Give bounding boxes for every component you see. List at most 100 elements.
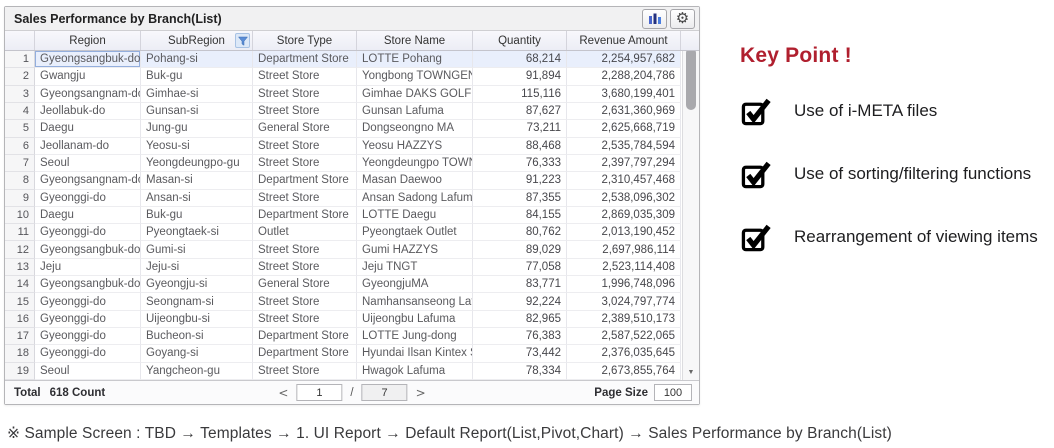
chart-view-button[interactable] bbox=[642, 8, 667, 29]
cell-subregion[interactable]: Bucheon-si bbox=[141, 328, 253, 346]
current-page-input[interactable] bbox=[296, 384, 343, 401]
cell-store_type[interactable]: Street Store bbox=[253, 293, 357, 311]
cell-region[interactable]: Gyeonggi-do bbox=[35, 345, 141, 363]
cell-quantity[interactable]: 87,355 bbox=[473, 189, 567, 207]
table-row[interactable]: 6 Jeollanam-do Yeosu-si Street Store Yeosu H… bbox=[5, 137, 682, 155]
cell-quantity[interactable]: 115,116 bbox=[473, 85, 567, 103]
cell-subregion[interactable]: Goyang-si bbox=[141, 345, 253, 363]
cell-revenue[interactable]: 1,996,748,096 bbox=[567, 276, 681, 294]
scrollbar-thumb[interactable] bbox=[686, 51, 696, 110]
cell-subregion[interactable]: Seongnam-si bbox=[141, 293, 253, 311]
table-row[interactable]: 13 Jeju Jeju-si Street Store Jeju TNGT 77,058… bbox=[5, 258, 682, 277]
cell-store_type[interactable]: Department Store bbox=[253, 206, 357, 225]
cell-revenue[interactable]: 2,397,797,294 bbox=[567, 154, 681, 173]
cell-region[interactable]: Gyeongsangbuk-do bbox=[35, 241, 141, 259]
cell-store_name[interactable]: GyeongjuMA bbox=[357, 276, 473, 294]
cell-region[interactable]: Gyeonggi-do bbox=[35, 224, 141, 242]
cell-revenue[interactable]: 3,680,199,401 bbox=[567, 85, 681, 103]
cell-store_name[interactable]: Namhansanseong Lafu... bbox=[357, 293, 473, 311]
cell-subregion[interactable]: Ansan-si bbox=[141, 189, 253, 207]
cell-store_name[interactable]: Pyeongtaek Outlet bbox=[357, 224, 473, 242]
table-row[interactable]: 9 Gyeonggi-do Ansan-si Street Store Ansan Sa… bbox=[5, 189, 682, 207]
cell-store_name[interactable]: LOTTE Pohang bbox=[357, 51, 473, 69]
cell-quantity[interactable]: 91,894 bbox=[473, 68, 567, 86]
cell-subregion[interactable]: Yeosu-si bbox=[141, 137, 253, 155]
cell-store_name[interactable]: Yeongdeungpo TOWN... bbox=[357, 154, 473, 173]
cell-store_type[interactable]: Street Store bbox=[253, 85, 357, 103]
table-row[interactable]: 10 Daegu Buk-gu Department Store LOTTE Daegu… bbox=[5, 206, 682, 225]
table-row[interactable]: 5 Daegu Jung-gu General Store Dongseongno MA… bbox=[5, 120, 682, 138]
header-revenue[interactable]: Revenue Amount bbox=[567, 31, 681, 50]
cell-region[interactable]: Daegu bbox=[35, 206, 141, 225]
cell-store_type[interactable]: Street Store bbox=[253, 102, 357, 121]
cell-revenue[interactable]: 2,288,204,786 bbox=[567, 68, 681, 86]
filter-button[interactable] bbox=[235, 33, 250, 48]
cell-store_type[interactable]: Street Store bbox=[253, 189, 357, 207]
cell-store_type[interactable]: Outlet bbox=[253, 224, 357, 242]
cell-quantity[interactable]: 73,211 bbox=[473, 120, 567, 138]
cell-quantity[interactable]: 73,442 bbox=[473, 345, 567, 363]
cell-store_type[interactable]: Department Store bbox=[253, 328, 357, 346]
cell-store_name[interactable]: Hyundai Ilsan Kintex St... bbox=[357, 345, 473, 363]
cell-store_name[interactable]: LOTTE Jung-dong bbox=[357, 328, 473, 346]
cell-revenue[interactable]: 2,310,457,468 bbox=[567, 172, 681, 190]
cell-store_type[interactable]: Street Store bbox=[253, 258, 357, 277]
cell-quantity[interactable]: 87,627 bbox=[473, 102, 567, 121]
cell-region[interactable]: Gyeongsangbuk-do bbox=[35, 276, 141, 294]
next-page-button[interactable]: > bbox=[415, 385, 426, 400]
table-row[interactable]: 8 Gyeongsangnam-do Masan-si Department Stor… bbox=[5, 172, 682, 190]
cell-revenue[interactable]: 2,625,668,719 bbox=[567, 120, 681, 138]
cell-region[interactable]: Gyeongsangnam-do bbox=[35, 172, 141, 190]
cell-store_name[interactable]: LOTTE Daegu bbox=[357, 206, 473, 225]
scroll-down-icon[interactable]: ▼ bbox=[687, 368, 695, 376]
cell-quantity[interactable]: 78,334 bbox=[473, 362, 567, 380]
cell-region[interactable]: Jeollabuk-do bbox=[35, 102, 141, 121]
table-row[interactable]: 19 Seoul Yangcheon-gu Street Store Hwagok La… bbox=[5, 362, 682, 380]
cell-store_type[interactable]: Street Store bbox=[253, 241, 357, 259]
cell-region[interactable]: Gyeongsangbuk-do bbox=[35, 51, 141, 69]
cell-revenue[interactable]: 2,587,522,065 bbox=[567, 328, 681, 346]
table-row[interactable]: 14 Gyeongsangbuk-do Gyeongju-si General Sto… bbox=[5, 276, 682, 294]
cell-revenue[interactable]: 2,673,855,764 bbox=[567, 362, 681, 380]
cell-revenue[interactable]: 3,024,797,774 bbox=[567, 293, 681, 311]
header-region[interactable]: Region bbox=[35, 31, 141, 50]
cell-revenue[interactable]: 2,254,957,682 bbox=[567, 51, 681, 69]
header-quantity[interactable]: Quantity bbox=[473, 31, 567, 50]
cell-quantity[interactable]: 92,224 bbox=[473, 293, 567, 311]
cell-region[interactable]: Daegu bbox=[35, 120, 141, 138]
cell-revenue[interactable]: 2,376,035,645 bbox=[567, 345, 681, 363]
cell-revenue[interactable]: 2,697,986,114 bbox=[567, 241, 681, 259]
cell-store_name[interactable]: Gimhae DAKS GOLF bbox=[357, 85, 473, 103]
cell-subregion[interactable]: Jung-gu bbox=[141, 120, 253, 138]
cell-store_name[interactable]: Gunsan Lafuma bbox=[357, 102, 473, 121]
cell-region[interactable]: Seoul bbox=[35, 154, 141, 173]
cell-quantity[interactable]: 88,468 bbox=[473, 137, 567, 155]
cell-quantity[interactable]: 77,058 bbox=[473, 258, 567, 277]
cell-region[interactable]: Gyeonggi-do bbox=[35, 310, 141, 328]
cell-store_name[interactable]: Gumi HAZZYS bbox=[357, 241, 473, 259]
cell-store_type[interactable]: Department Store bbox=[253, 345, 357, 363]
cell-store_type[interactable]: General Store bbox=[253, 120, 357, 138]
cell-store_name[interactable]: Dongseongno MA bbox=[357, 120, 473, 138]
cell-quantity[interactable]: 83,771 bbox=[473, 276, 567, 294]
cell-subregion[interactable]: Yangcheon-gu bbox=[141, 362, 253, 380]
page-size-input[interactable] bbox=[654, 384, 692, 401]
cell-subregion[interactable]: Gumi-si bbox=[141, 241, 253, 259]
table-row[interactable]: 4 Jeollabuk-do Gunsan-si Street Store Gunsan… bbox=[5, 102, 682, 121]
cell-store_type[interactable]: Street Store bbox=[253, 310, 357, 328]
table-row[interactable]: 16 Gyeonggi-do Uijeongbu-si Street Store Uij… bbox=[5, 310, 682, 328]
cell-store_name[interactable]: Jeju TNGT bbox=[357, 258, 473, 277]
cell-region[interactable]: Seoul bbox=[35, 362, 141, 380]
header-subregion[interactable]: SubRegion bbox=[141, 31, 253, 50]
cell-region[interactable]: Gyeonggi-do bbox=[35, 293, 141, 311]
cell-revenue[interactable]: 2,389,510,173 bbox=[567, 310, 681, 328]
cell-store_name[interactable]: Ansan Sadong Lafuma bbox=[357, 189, 473, 207]
prev-page-button[interactable]: < bbox=[278, 385, 289, 400]
cell-quantity[interactable]: 84,155 bbox=[473, 206, 567, 225]
header-store-name[interactable]: Store Name bbox=[357, 31, 473, 50]
cell-subregion[interactable]: Gimhae-si bbox=[141, 85, 253, 103]
cell-subregion[interactable]: Buk-gu bbox=[141, 206, 253, 225]
cell-revenue[interactable]: 2,013,190,452 bbox=[567, 224, 681, 242]
cell-store_type[interactable]: Department Store bbox=[253, 51, 357, 69]
cell-quantity[interactable]: 91,223 bbox=[473, 172, 567, 190]
